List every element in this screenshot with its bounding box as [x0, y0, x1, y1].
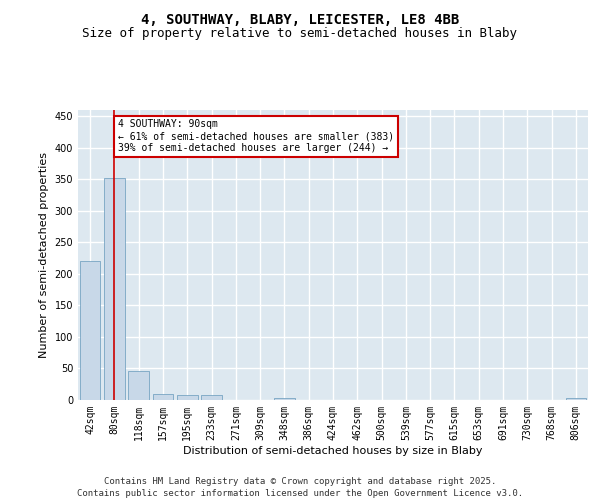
Y-axis label: Number of semi-detached properties: Number of semi-detached properties — [39, 152, 49, 358]
Text: 4 SOUTHWAY: 90sqm
← 61% of semi-detached houses are smaller (383)
39% of semi-de: 4 SOUTHWAY: 90sqm ← 61% of semi-detached… — [118, 120, 394, 152]
Text: Contains HM Land Registry data © Crown copyright and database right 2025.
Contai: Contains HM Land Registry data © Crown c… — [77, 476, 523, 498]
Bar — [80, 262, 100, 400]
Bar — [274, 398, 295, 400]
Text: 4, SOUTHWAY, BLABY, LEICESTER, LE8 4BB: 4, SOUTHWAY, BLABY, LEICESTER, LE8 4BB — [141, 12, 459, 26]
X-axis label: Distribution of semi-detached houses by size in Blaby: Distribution of semi-detached houses by … — [183, 446, 483, 456]
Bar — [201, 395, 222, 400]
Bar — [566, 398, 586, 400]
Bar — [177, 395, 197, 400]
Bar — [152, 394, 173, 400]
Bar — [104, 178, 125, 400]
Text: Size of property relative to semi-detached houses in Blaby: Size of property relative to semi-detach… — [83, 28, 517, 40]
Bar — [128, 371, 149, 400]
